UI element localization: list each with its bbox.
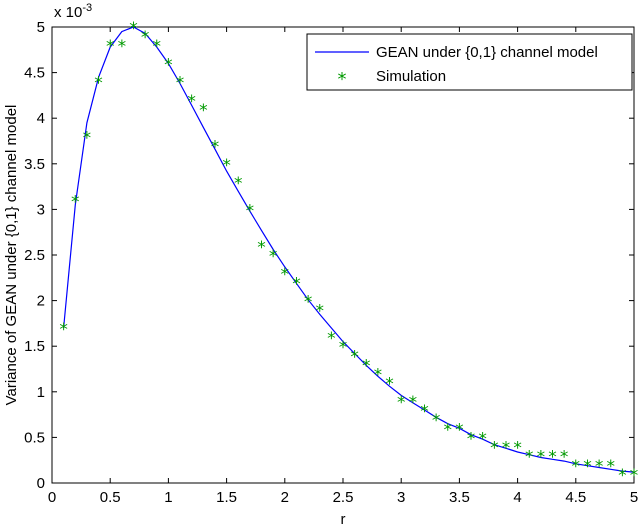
x-axis-ticks: 0 0.5 1 1.5 2 2.5 3 3.5 4 4.5 5: [48, 27, 638, 506]
simulation-point: *: [106, 37, 115, 57]
y-exponent-label: x 10-3: [54, 2, 92, 21]
simulation-point: *: [129, 19, 138, 39]
x-axis-label: r: [341, 511, 346, 527]
simulation-point: *: [630, 466, 639, 486]
simulation-point: *: [548, 448, 557, 468]
x-tick-label: 0.5: [100, 489, 121, 506]
y-tick-label: 1.5: [24, 338, 45, 355]
x-tick-label: 2.5: [333, 489, 354, 506]
simulation-point: *: [222, 156, 231, 176]
simulation-point: *: [478, 429, 487, 449]
simulation-point: *: [327, 329, 336, 349]
simulation-point: *: [94, 74, 103, 94]
simulation-point: *: [444, 420, 453, 440]
simulation-point: *: [467, 429, 476, 449]
simulation-point: *: [292, 274, 301, 294]
simulation-point: *: [432, 411, 441, 431]
simulation-point: *: [339, 338, 348, 358]
simulation-point: *: [583, 457, 592, 477]
y-tick-label: 1: [37, 384, 45, 401]
x-tick-label: 4: [513, 489, 521, 506]
y-tick-label: 2: [37, 293, 45, 310]
simulation-point: *: [211, 138, 220, 158]
legend-box: [306, 33, 633, 91]
simulation-point: *: [199, 101, 208, 121]
legend: GEAN under {0,1} channel model * Simulat…: [306, 33, 633, 91]
simulation-point: *: [455, 420, 464, 440]
legend-label-simulation: Simulation: [376, 68, 446, 85]
simulation-point: *: [350, 347, 359, 367]
y-tick-label: 3.5: [24, 156, 45, 173]
x-tick-label: 0: [48, 489, 56, 506]
y-tick-label: 4.5: [24, 65, 45, 82]
simulation-point: *: [572, 457, 581, 477]
simulation-point: *: [187, 92, 196, 112]
y-tick-label: 5: [37, 19, 45, 36]
simulation-point: *: [560, 448, 569, 468]
simulation-point: *: [537, 448, 546, 468]
simulation-point: *: [362, 356, 371, 376]
x-tick-label: 3.5: [449, 489, 470, 506]
x-tick-label: 1: [164, 489, 172, 506]
simulation-point: *: [397, 393, 406, 413]
y-tick-label: 2.5: [24, 247, 45, 264]
x-tick-label: 4.5: [565, 489, 586, 506]
y-tick-label: 4: [37, 110, 45, 127]
simulation-point: *: [618, 466, 627, 486]
simulation-point: *: [420, 402, 429, 422]
simulation-point: *: [502, 439, 511, 459]
simulation-point: *: [83, 128, 92, 148]
simulation-point: *: [234, 174, 243, 194]
simulation-point: *: [141, 28, 150, 48]
x-tick-label: 2: [281, 489, 289, 506]
simulation-point: *: [176, 74, 185, 94]
simulation-point: *: [525, 448, 534, 468]
simulation-point: *: [153, 37, 162, 57]
y-tick-label: 0: [37, 475, 45, 492]
y-tick-label: 3: [37, 201, 45, 218]
series-layer: ***** ** * **** ****** ** ** ** * * * * ** * * * * * * * * * *…: [59, 19, 638, 486]
simulation-point: *: [513, 439, 522, 459]
simulation-point: *: [385, 375, 394, 395]
simulation-point: *: [281, 265, 290, 285]
simulation-point: *: [246, 201, 255, 221]
simulation-point: *: [164, 55, 173, 75]
y-axis-ticks: 0 0.5 1 1.5 2 2.5 3 3.5 4 4.5 5: [24, 19, 634, 492]
legend-marker-swatch: *: [338, 69, 347, 90]
simulation-point: *: [595, 457, 604, 477]
simulation-point: *: [59, 320, 68, 340]
simulation-point: *: [606, 457, 615, 477]
x-tick-label: 3: [397, 489, 405, 506]
series-line-gean: [63, 26, 635, 473]
plot-area: [51, 26, 635, 484]
simulation-point: *: [269, 247, 278, 267]
simulation-point: *: [490, 439, 499, 459]
simulation-point: *: [409, 393, 418, 413]
simulation-point: *: [304, 293, 313, 313]
y-tick-label: 0.5: [24, 429, 45, 446]
x-tick-label: 1.5: [216, 489, 237, 506]
simulation-point: *: [374, 366, 383, 386]
simulation-point: *: [315, 302, 324, 322]
simulation-point: *: [257, 238, 266, 258]
simulation-point: *: [118, 37, 127, 57]
y-axis-label: Variance of GEAN under {0,1} channel mod…: [3, 105, 20, 406]
simulation-point: *: [71, 192, 80, 212]
x-tick-label: 5: [630, 489, 638, 506]
legend-label-gean: GEAN under {0,1} channel model: [376, 44, 598, 61]
